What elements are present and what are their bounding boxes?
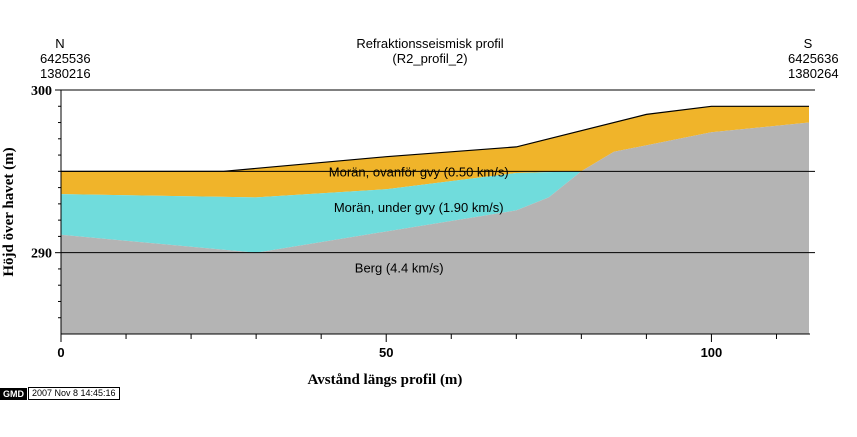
timestamp: 2007 Nov 8 14:45:16 (28, 387, 120, 400)
left-north-coordinate: 6425536 (40, 51, 91, 66)
left-direction: N (55, 36, 65, 51)
axes-group: 0 50 100 290 300 Avstånd längs profil (m) Höjd… (1, 84, 815, 388)
layer-area-2 (61, 171, 582, 253)
x-tick-label-100: 100 (701, 345, 723, 360)
layer-label-1: Morän, ovanför gvy (0.50 km/s) (329, 164, 509, 179)
x-axis-label: Avstånd längs profil (m) (308, 372, 463, 388)
layer-area-1 (61, 106, 809, 198)
chart-title-block: Refraktionsseismisk profil (R2_profil_2) (280, 36, 580, 66)
layer-label-3: Berg (4.4 km/s) (355, 260, 444, 275)
x-tick-label-50: 50 (379, 345, 393, 360)
reference-lines (61, 170, 815, 254)
right-north-coordinate: 6425636 (788, 51, 839, 66)
right-east-coordinate: 1380264 (788, 66, 839, 81)
right-end-header: S 6425636 1380264 (788, 36, 839, 81)
layer-label-2: Morän, under gvy (1.90 km/s) (334, 200, 504, 215)
y-tick-label-290: 290 (31, 247, 52, 262)
footer-stamp: GMD 2007 Nov 8 14:45:16 (0, 387, 120, 400)
left-east-coordinate: 1380216 (40, 66, 91, 81)
chart-title: Refraktionsseismisk profil (356, 36, 504, 51)
layers-group (61, 105, 809, 334)
gmd-logo: GMD (0, 387, 27, 400)
layer-labels: Morän, ovanför gvy (0.50 km/s) Morän, und… (329, 164, 509, 275)
right-direction: S (803, 36, 813, 51)
left-end-header: N 6425536 1380216 (40, 36, 91, 81)
layer-area-3 (61, 122, 809, 334)
x-tick-label-0: 0 (57, 345, 64, 360)
y-axis-label: Höjd över havet (m) (1, 147, 17, 276)
chart-subtitle: (R2_profil_2) (392, 51, 468, 66)
y-tick-label-300: 300 (31, 84, 52, 99)
